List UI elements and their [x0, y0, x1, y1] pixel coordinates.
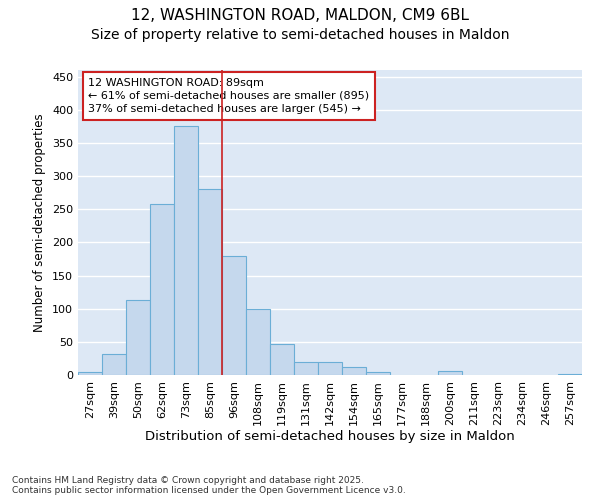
Bar: [318, 362, 342, 375]
Bar: [246, 308, 270, 375]
Bar: [342, 367, 366, 375]
Bar: [102, 354, 126, 375]
X-axis label: Distribution of semi-detached houses by size in Maldon: Distribution of semi-detached houses by …: [145, 430, 515, 444]
Bar: [270, 344, 294, 375]
Text: 12, WASHINGTON ROAD, MALDON, CM9 6BL: 12, WASHINGTON ROAD, MALDON, CM9 6BL: [131, 8, 469, 22]
Bar: [366, 372, 390, 375]
Text: Contains HM Land Registry data © Crown copyright and database right 2025.
Contai: Contains HM Land Registry data © Crown c…: [12, 476, 406, 495]
Text: Size of property relative to semi-detached houses in Maldon: Size of property relative to semi-detach…: [91, 28, 509, 42]
Bar: [78, 372, 102, 375]
Bar: [222, 256, 246, 375]
Bar: [558, 374, 582, 375]
Bar: [294, 362, 318, 375]
Bar: [198, 190, 222, 375]
Bar: [438, 371, 462, 375]
Bar: [126, 300, 150, 375]
Text: 12 WASHINGTON ROAD: 89sqm
← 61% of semi-detached houses are smaller (895)
37% of: 12 WASHINGTON ROAD: 89sqm ← 61% of semi-…: [88, 78, 369, 114]
Bar: [150, 204, 174, 375]
Bar: [174, 126, 198, 375]
Y-axis label: Number of semi-detached properties: Number of semi-detached properties: [34, 113, 46, 332]
